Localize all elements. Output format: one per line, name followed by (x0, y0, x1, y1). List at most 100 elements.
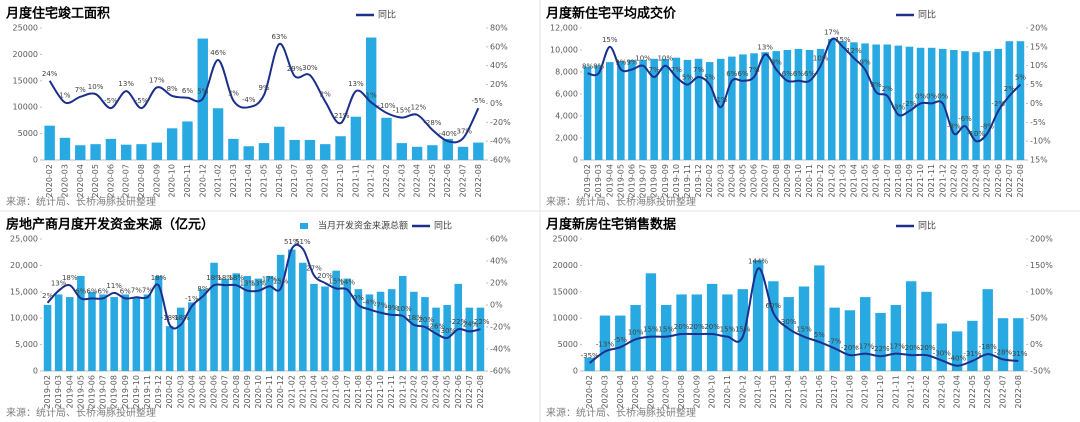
tick-label: 50% (1030, 314, 1048, 323)
data-label: 9% (771, 58, 782, 66)
x-tick-label: 2020-05 (198, 375, 207, 408)
x-tick-label: 2022-05 (983, 164, 992, 197)
x-tick-label: 2020-10 (708, 375, 717, 408)
x-tick-label: 2020-11 (265, 375, 274, 408)
data-label: 9% (859, 58, 870, 66)
data-label: -8% (947, 123, 961, 131)
bar (752, 260, 764, 371)
tick-label: -50% (1030, 367, 1051, 376)
bar (75, 145, 86, 160)
bar (994, 48, 1003, 160)
data-label: -20% (902, 344, 920, 352)
bar (310, 283, 318, 371)
data-label: 17% (824, 28, 840, 36)
data-label: -4% (363, 298, 377, 306)
data-label: 8% (197, 285, 208, 293)
bar (1016, 41, 1025, 161)
data-label: -5% (135, 97, 149, 105)
x-tick-label: 2022-07 (465, 375, 474, 408)
x-tick-label: 2021-12 (398, 375, 407, 408)
tick-label: 0% (490, 301, 503, 310)
bar (794, 48, 803, 160)
bar (376, 291, 385, 371)
bar (287, 249, 296, 371)
bar (432, 307, 440, 371)
x-tick-label: 2019-05 (76, 375, 85, 408)
data-label: -31% (1009, 350, 1027, 358)
tick-label: 0 (573, 156, 578, 165)
tick-label: 2,000 (555, 134, 578, 143)
data-label: 7% (693, 66, 704, 74)
bar (936, 323, 947, 371)
data-label: -12% (408, 104, 426, 112)
bar (739, 54, 747, 160)
data-label: 13% (51, 280, 67, 288)
data-label: 0% (926, 92, 937, 100)
x-tick-label: 2019-07 (639, 164, 648, 197)
x-tick-label: 2022-04 (953, 375, 962, 408)
x-tick-label: 2021-12 (938, 164, 947, 197)
bar (890, 305, 902, 371)
data-label: 18% (228, 274, 244, 282)
tick-label: -10% (1030, 137, 1051, 146)
x-tick-label: 2020-05 (738, 164, 747, 197)
bar (883, 44, 892, 160)
bar (299, 262, 307, 371)
tick-label: 8,000 (555, 68, 578, 77)
x-tick-label: 2022-02 (409, 375, 418, 408)
x-tick-label: 2020-10 (254, 375, 263, 408)
x-tick-label: 2019-08 (650, 164, 659, 197)
data-label: 9% (626, 58, 637, 66)
data-label: 13% (240, 280, 256, 288)
bar (983, 51, 991, 160)
x-tick-label: 2021-07 (290, 164, 299, 197)
bar (761, 52, 769, 161)
data-label: 0% (353, 294, 364, 302)
bar (289, 139, 300, 160)
tick-label: -40% (490, 137, 511, 146)
x-tick-label: 2021-11 (927, 164, 936, 197)
tick-label: 20% (490, 279, 508, 288)
legend-label: 同比 (918, 9, 936, 21)
x-tick-label: 2020-12 (738, 375, 747, 408)
x-tick-label: 2021-11 (387, 375, 396, 408)
bar (254, 278, 263, 371)
data-label: 1% (59, 91, 70, 99)
bar (304, 139, 316, 160)
bar (722, 294, 733, 371)
data-label: 1% (366, 91, 377, 99)
tick-label: 60% (490, 235, 508, 244)
bar (844, 310, 856, 371)
x-tick-label: 2020-07 (761, 164, 770, 197)
data-label: 9% (258, 84, 269, 92)
bar (972, 52, 980, 161)
bar (875, 312, 886, 371)
x-tick-label: 2021-08 (845, 375, 854, 408)
x-tick-label: 2022-02 (382, 164, 391, 197)
bar (243, 275, 252, 371)
tick-label: 80% (490, 24, 508, 33)
x-tick-label: 2021-08 (894, 164, 903, 197)
data-label: 27% (306, 264, 322, 272)
x-tick-label: 2020-05 (91, 164, 100, 197)
bar (961, 51, 969, 160)
data-label: 2% (882, 85, 893, 93)
tick-label: 20000 (553, 261, 578, 270)
x-tick-label: 2019-03 (594, 164, 603, 197)
x-tick-label: 2021-09 (321, 164, 330, 197)
data-label: 7% (142, 286, 153, 294)
line (48, 43, 480, 144)
bar (121, 294, 130, 371)
data-label: 6% (804, 70, 815, 78)
data-label: -5% (613, 336, 627, 344)
data-label: 10% (628, 328, 644, 336)
data-label: 8% (593, 62, 604, 70)
tick-label: 5000 (18, 129, 38, 138)
bar (321, 286, 329, 371)
x-tick-label: 2022-07 (459, 164, 468, 197)
data-label: -8% (980, 123, 994, 131)
bar (59, 137, 71, 160)
bar (320, 144, 331, 160)
data-label: -30% (933, 349, 951, 357)
